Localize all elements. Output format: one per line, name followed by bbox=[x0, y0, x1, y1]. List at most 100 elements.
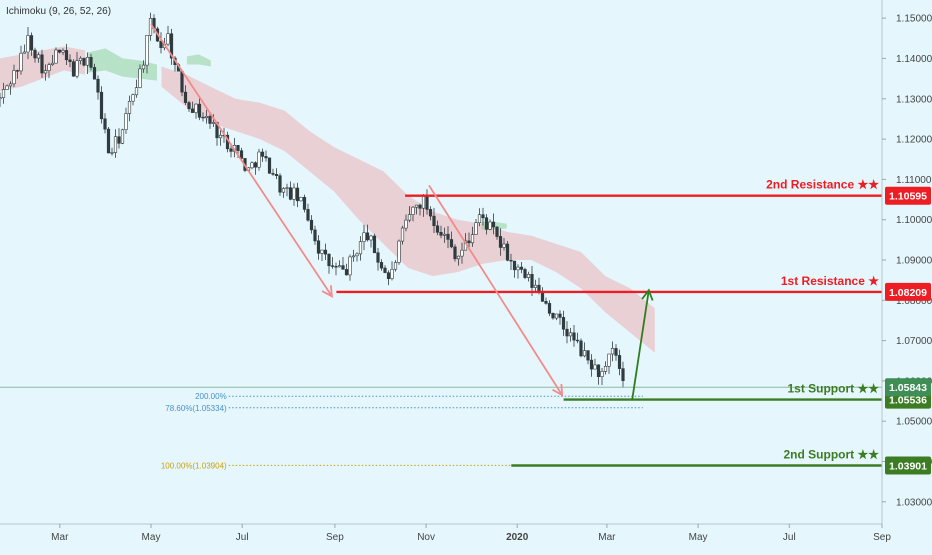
candle-body bbox=[26, 35, 30, 53]
candle-body bbox=[316, 240, 321, 254]
candle-body bbox=[572, 332, 576, 341]
candle-body bbox=[544, 300, 548, 304]
candle-body bbox=[596, 364, 601, 377]
candle-body bbox=[313, 229, 317, 242]
candle-body bbox=[96, 78, 100, 93]
trend-arrows bbox=[150, 23, 654, 400]
indicator-legend[interactable]: Ichimoku (9, 26, 52, 26) bbox=[6, 6, 112, 17]
candle-body bbox=[292, 187, 296, 200]
candle-body bbox=[134, 87, 139, 96]
candle-body bbox=[505, 243, 510, 261]
candle-body bbox=[82, 57, 86, 66]
candle-body bbox=[516, 266, 520, 271]
candle-body bbox=[40, 54, 44, 74]
candle-body bbox=[512, 260, 517, 271]
candle-body bbox=[166, 33, 170, 45]
candle-body bbox=[71, 61, 76, 77]
candle-body bbox=[383, 267, 387, 273]
level-name-r1: 1st Resistance ★ bbox=[781, 274, 879, 288]
candle-body bbox=[190, 108, 195, 113]
candle-body bbox=[530, 273, 534, 288]
candle-body bbox=[554, 313, 559, 319]
candle-body bbox=[621, 368, 625, 382]
candle-body bbox=[404, 219, 408, 229]
price-tick-label: 1.05000 bbox=[896, 417, 932, 428]
candle-body bbox=[211, 122, 216, 124]
price-tick-label: 1.11000 bbox=[896, 175, 932, 186]
candle-body bbox=[327, 253, 331, 267]
candle-body bbox=[446, 233, 450, 240]
time-tick-label: May bbox=[689, 532, 708, 543]
candle-body bbox=[442, 233, 447, 236]
candle-body bbox=[418, 204, 422, 209]
candle-body bbox=[218, 134, 223, 139]
candle-body bbox=[449, 239, 454, 248]
candle-body bbox=[502, 243, 506, 248]
candle-body bbox=[309, 219, 314, 231]
trend-arrow-head-1 bbox=[321, 285, 333, 298]
candle-body bbox=[36, 54, 41, 59]
cloud-red bbox=[161, 66, 655, 353]
candle-body bbox=[460, 249, 464, 257]
level-s1-badge-text: 1.05536 bbox=[889, 395, 927, 407]
candle-body bbox=[337, 265, 342, 268]
candle-body bbox=[568, 332, 573, 337]
price-tick-label: 1.07000 bbox=[896, 336, 932, 347]
candle-body bbox=[579, 340, 583, 357]
candle-body bbox=[607, 353, 611, 367]
candle-body bbox=[558, 313, 562, 318]
candle-body bbox=[425, 194, 429, 210]
candle-body bbox=[19, 52, 23, 72]
candle-body bbox=[533, 284, 538, 288]
candle-body bbox=[92, 67, 97, 80]
candle-body bbox=[127, 101, 132, 114]
fibonacci-levels: 200.00% 78.60%(1.05334) 100.00%(1.03904) bbox=[161, 392, 643, 470]
candle-body bbox=[124, 113, 128, 131]
candle-body bbox=[159, 40, 163, 48]
price-tick-label: 1.03000 bbox=[896, 497, 932, 508]
candle-body bbox=[610, 348, 615, 355]
candle-body bbox=[50, 62, 55, 66]
candle-body bbox=[509, 259, 513, 262]
candle-body bbox=[565, 328, 569, 337]
candle-body bbox=[208, 116, 212, 124]
level-r2-badge bbox=[885, 186, 931, 205]
price-tick-label: 1.09000 bbox=[896, 256, 932, 267]
candle-body bbox=[75, 60, 79, 77]
candle-body bbox=[467, 240, 471, 244]
candle-body bbox=[355, 253, 359, 257]
current-price-badge-text: 1.05843 bbox=[889, 382, 927, 394]
price-tick-label: 1.13000 bbox=[896, 94, 932, 105]
candle-body bbox=[281, 188, 286, 193]
candle-body bbox=[29, 35, 34, 51]
candle-body bbox=[397, 240, 401, 263]
candle-body bbox=[341, 265, 345, 270]
candle-body bbox=[453, 246, 457, 260]
candle-body bbox=[344, 269, 349, 276]
candle-body bbox=[15, 70, 20, 72]
time-tick-label: Nov bbox=[417, 532, 435, 543]
candle-body bbox=[365, 232, 370, 241]
candle-body bbox=[526, 273, 531, 278]
candle-body bbox=[278, 175, 282, 193]
candle-body bbox=[561, 317, 566, 330]
candle-body bbox=[593, 364, 597, 370]
candle-body bbox=[547, 303, 552, 314]
level-name-r2: 2nd Resistance ★★ bbox=[766, 178, 879, 192]
candle-body bbox=[435, 225, 440, 233]
trend-arrow-head-2 bbox=[552, 383, 564, 397]
candle-body bbox=[131, 94, 135, 102]
trend-arrow-head-3 bbox=[641, 288, 654, 301]
candle-body bbox=[201, 116, 205, 119]
candle-body bbox=[330, 265, 335, 267]
candle-body bbox=[414, 204, 419, 208]
price-badges: 1.10595 1.08209 1.05536 1.03901 1.05843 bbox=[885, 186, 931, 475]
candle-body bbox=[89, 56, 93, 68]
candle-body bbox=[99, 91, 104, 120]
price-tick-label: 1.15000 bbox=[896, 14, 932, 25]
candle-body bbox=[432, 215, 436, 227]
support-resistance-levels: 2nd Resistance ★★ 1st Resistance ★ 1st Sup… bbox=[336, 178, 882, 467]
candle-body bbox=[197, 103, 202, 118]
